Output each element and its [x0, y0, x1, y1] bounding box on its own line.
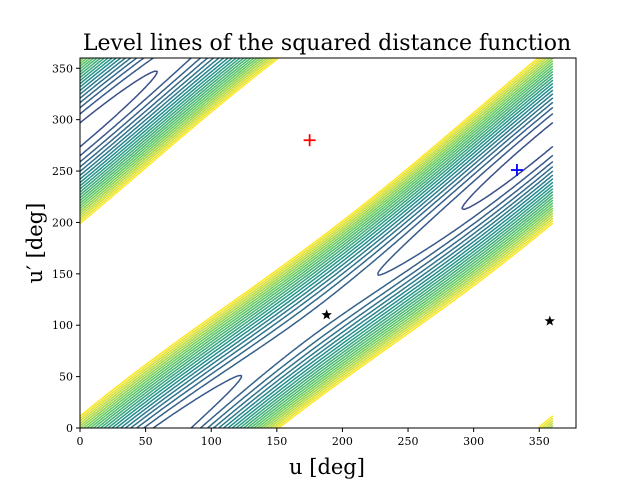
contour-level-line: [80, 58, 554, 428]
contour-level-line: [80, 58, 554, 428]
marker-layer: [303, 134, 555, 326]
contour-lines: [80, 58, 554, 428]
x-tick-label: 150: [266, 435, 287, 448]
star-marker: [321, 309, 332, 320]
chart-title: Level lines of the squared distance func…: [83, 31, 571, 56]
contour-level-line: [80, 58, 554, 428]
x-tick-label: 300: [463, 435, 484, 448]
y-tick-label: 200: [52, 216, 73, 229]
y-axis-label: u′ [deg]: [23, 203, 47, 284]
y-tick-label: 300: [52, 114, 73, 127]
x-tick-label: 0: [77, 435, 84, 448]
plus-marker: [510, 164, 523, 177]
y-axis-ticks: 0 50 100 150 200 250 300 350: [52, 62, 80, 435]
x-tick-label: 200: [332, 435, 353, 448]
y-tick-label: 50: [59, 371, 73, 384]
x-axis-ticks: 0 50 100 150 200 250 300 350: [77, 428, 550, 448]
contour-level-line: [80, 58, 554, 428]
x-axis-label: u [deg]: [289, 455, 365, 479]
contour-level-line: [80, 70, 554, 211]
contour-level-line: [80, 58, 554, 428]
contour-level-line: [80, 58, 554, 428]
y-tick-label: 150: [52, 268, 73, 281]
y-tick-label: 250: [52, 165, 73, 178]
y-tick-label: 100: [52, 319, 73, 332]
plot-frame: [79, 57, 577, 429]
maximum-marker: [303, 134, 316, 147]
x-tick-label: 50: [139, 435, 153, 448]
contour-level-line: [80, 58, 554, 428]
x-tick-label: 100: [201, 435, 222, 448]
x-tick-label: 350: [529, 435, 550, 448]
y-tick-label: 350: [52, 62, 73, 75]
y-tick-label: 0: [66, 422, 73, 435]
star-marker: [544, 315, 555, 326]
x-tick-label: 250: [398, 435, 419, 448]
contour-level-line: [80, 58, 554, 428]
contour-level-line: [80, 58, 554, 428]
